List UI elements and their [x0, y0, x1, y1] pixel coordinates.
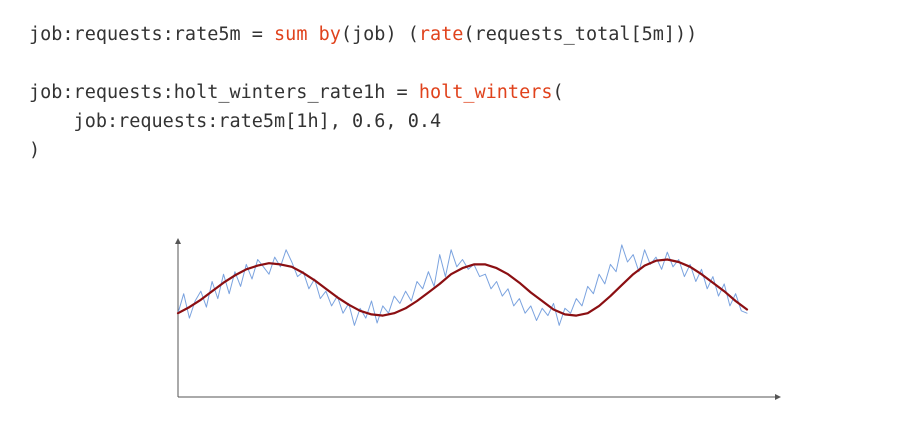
code-function-token: by	[318, 24, 341, 45]
code-token: job:requests:holt_winters_rate1h =	[29, 82, 419, 103]
code-token: (requests_total[5m]))	[463, 24, 698, 45]
code-token: (job) (	[340, 24, 419, 45]
code-line: job:requests:rate5m = sum by(job) (rate(…	[29, 20, 697, 49]
code-function-token: sum	[274, 24, 308, 45]
y-axis-arrow-icon	[175, 238, 181, 244]
series-group	[176, 244, 749, 326]
raw-rate-line	[177, 244, 748, 326]
code-function-token: rate	[418, 24, 464, 45]
code-line: )	[29, 136, 697, 165]
code-token: job:requests:rate5m[1h], 0.6, 0.4	[29, 111, 442, 132]
promql-code-block: job:requests:rate5m = sum by(job) (rate(…	[29, 20, 697, 165]
code-line: job:requests:rate5m[1h], 0.6, 0.4	[29, 107, 697, 136]
holt-winters-smoothed-line	[176, 258, 749, 317]
code-token: job:requests:rate5m =	[29, 24, 275, 45]
code-token: )	[29, 140, 41, 161]
code-token: (	[552, 82, 564, 103]
code-function-token: holt_winters	[418, 82, 553, 103]
x-axis-arrow-icon	[775, 394, 781, 400]
code-line: job:requests:holt_winters_rate1h = holt_…	[29, 78, 697, 107]
